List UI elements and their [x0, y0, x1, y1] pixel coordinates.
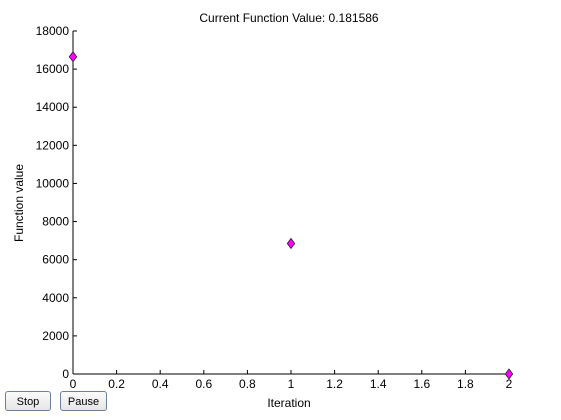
x-ticks: 0 0.2 0.4 0.6 0.8 1 1.2 1.4 1.6 1.8 2: [70, 370, 513, 391]
x-tick-label: 1.2: [326, 377, 343, 391]
x-tick-label: 0: [70, 377, 77, 391]
x-tick-label: 1.8: [457, 377, 474, 391]
y-tick-label: 4000: [42, 291, 69, 305]
y-tick-label: 8000: [42, 215, 69, 229]
x-tick-label: 0.2: [108, 377, 125, 391]
y-tick-label: 12000: [36, 138, 70, 152]
chart-title: Current Function Value: 0.181586: [199, 11, 379, 25]
y-axis-label: Function value: [12, 164, 26, 242]
x-tick-label: 2: [506, 377, 513, 391]
x-tick-label: 0.6: [195, 377, 212, 391]
y-ticks: 0 2000 4000 6000 8000 10000 12000 14000 16000 180…: [36, 24, 77, 381]
x-tick-label: 1.4: [370, 377, 387, 391]
x-tick-label: 0.8: [239, 377, 256, 391]
y-tick-label: 10000: [36, 176, 70, 190]
x-axis-label: Iteration: [267, 396, 310, 410]
axes-box: [73, 31, 509, 374]
x-tick-label: 0.4: [152, 377, 169, 391]
y-tick-label: 2000: [42, 329, 69, 343]
pause-button[interactable]: Pause: [60, 391, 107, 411]
x-tick-label: 1: [288, 377, 295, 391]
y-tick-label: 16000: [36, 62, 70, 76]
y-tick-label: 6000: [42, 253, 69, 267]
data-point-diamond: [68, 51, 78, 63]
y-tick-label: 14000: [36, 100, 70, 114]
stop-button[interactable]: Stop: [5, 391, 51, 411]
x-tick-label: 1.6: [413, 377, 430, 391]
y-tick-label: 0: [62, 367, 69, 381]
data-point-diamond: [286, 237, 296, 250]
data-point-diamond: [504, 368, 514, 380]
y-tick-label: 18000: [36, 24, 70, 38]
data-markers: [68, 51, 514, 380]
